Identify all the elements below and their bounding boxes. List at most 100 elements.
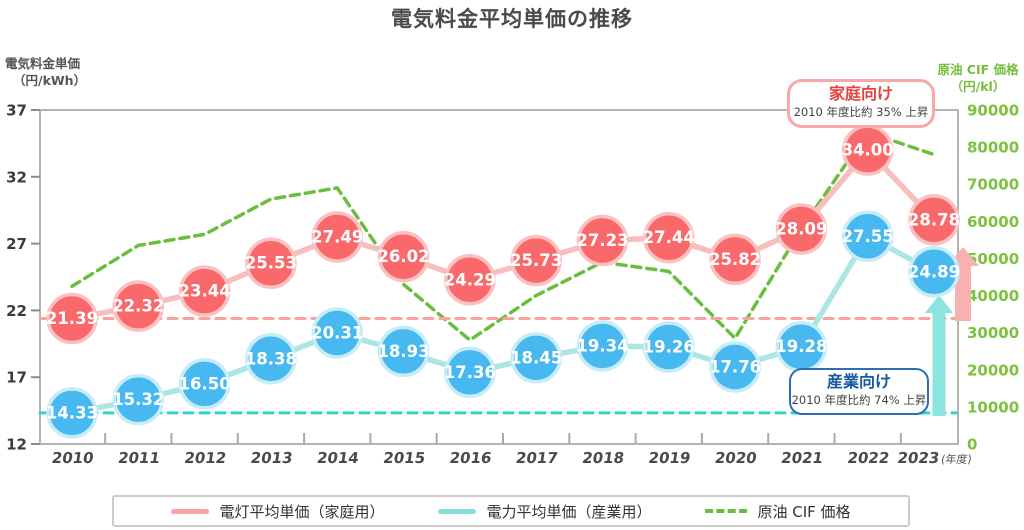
y-left-tick-label: 12 xyxy=(6,436,27,454)
x-axis-year-label: 2011 xyxy=(117,449,161,467)
y-left-tick-label: 17 xyxy=(6,369,27,387)
industry-rise-arrow-icon xyxy=(925,295,953,416)
household-data-label-2015: 26.02 xyxy=(377,247,429,266)
y-left-tick-label: 32 xyxy=(6,168,27,186)
annotation-household: 家庭向け 2010 年度比約 35% 上昇 xyxy=(787,79,935,129)
household-data-point-2017 xyxy=(510,234,562,287)
y-axis-right-unit-line1: 原油 CIF 価格 xyxy=(937,62,1019,77)
y-right-tick-label: 80000 xyxy=(967,139,1019,157)
industry-data-point-2018 xyxy=(576,320,629,372)
household-data-point-2013 xyxy=(245,237,297,289)
industry-data-label-2011: 15.32 xyxy=(112,390,164,409)
industry-data-point-2020 xyxy=(709,341,761,393)
household-data-label-2013: 25.53 xyxy=(245,254,297,273)
household-data-label-2016: 24.29 xyxy=(444,270,496,289)
x-axis-year-label: 2013 xyxy=(249,449,293,467)
legend-label-household: 電灯平均単価（家庭用） xyxy=(219,502,385,521)
x-axis-year-label: 2019 xyxy=(647,449,691,467)
household-data-point-2015 xyxy=(377,230,430,283)
y-right-tick-label: 90000 xyxy=(967,102,1019,120)
household-data-point-2016 xyxy=(444,254,496,306)
y-right-tick-label: 10000 xyxy=(967,398,1019,416)
y-axis-right-unit-line2: （円/kl） xyxy=(950,78,1006,94)
household-data-label-2010: 21.39 xyxy=(46,309,98,328)
chart-legend: 電灯平均単価（家庭用） 電力平均単価（産業用） 原油 CIF 価格 xyxy=(112,495,910,527)
household-data-point-2012 xyxy=(178,265,231,317)
x-axis-year-label: 2018 xyxy=(581,449,625,467)
annotation-industry-subtitle: 2010 年度比約 74% 上昇 xyxy=(791,393,927,408)
annotation-household-subtitle: 2010 年度比約 35% 上昇 xyxy=(793,105,929,120)
household-data-label-2014: 27.49 xyxy=(311,228,363,247)
x-axis-year-label: 2010 xyxy=(51,449,95,467)
industry-data-point-2022 xyxy=(841,210,894,263)
y-axis-left-unit-line1: 電気料金単価 xyxy=(5,56,81,71)
household-data-label-2023: 28.78 xyxy=(908,210,960,229)
industry-data-label-2013: 18.38 xyxy=(245,349,297,368)
page-title: 電気料金平均単価の推移 xyxy=(391,7,633,31)
y-axis-left-unit-label: 電気料金単価 （円/kWh） xyxy=(5,56,86,90)
industry-data-point-2011 xyxy=(112,373,165,426)
household-data-label-2012: 23.44 xyxy=(179,282,231,301)
household-data-point-2023 xyxy=(908,194,960,246)
y-right-tick-label: 70000 xyxy=(967,176,1019,194)
industry-data-label-2019: 19.26 xyxy=(643,338,695,357)
x-axis-year-label: 2015 xyxy=(382,449,426,467)
industry-data-label-2023: 24.89 xyxy=(908,262,960,281)
industry-data-point-2023 xyxy=(908,246,960,298)
y-left-tick-label: 37 xyxy=(6,102,27,120)
legend-item-household: 電灯平均単価（家庭用） xyxy=(171,501,384,522)
industry-data-point-2016 xyxy=(444,346,496,399)
industry-data-label-2015: 18.93 xyxy=(377,342,429,361)
industry-data-point-2019 xyxy=(643,321,695,373)
y-right-tick-label: 50000 xyxy=(967,250,1019,268)
industry-data-label-2016: 17.36 xyxy=(444,363,496,382)
household-data-point-2011 xyxy=(112,280,165,332)
household-data-point-2021 xyxy=(775,203,828,255)
industry-data-point-2014 xyxy=(311,307,363,359)
annotation-industry: 産業向け 2010 年度比約 74% 上昇 xyxy=(789,368,929,416)
x-axis-year-label: 2016 xyxy=(448,449,492,467)
household-data-label-2020: 25.82 xyxy=(709,250,761,269)
industry-data-label-2014: 20.31 xyxy=(311,323,363,342)
x-axis-year-label: 2021 xyxy=(780,449,824,467)
household-line-swatch-icon xyxy=(171,508,210,514)
industry-data-label-2018: 19.34 xyxy=(576,336,628,355)
y-left-tick-label: 27 xyxy=(6,235,27,253)
industry-line-swatch-icon xyxy=(438,508,477,514)
household-data-point-2019 xyxy=(643,211,695,264)
annotation-household-title: 家庭向け xyxy=(828,84,893,103)
industry-data-label-2012: 16.50 xyxy=(179,374,231,393)
crude-oil-dashed-swatch-icon xyxy=(705,509,748,513)
household-data-point-2018 xyxy=(576,214,629,267)
legend-label-crude-oil: 原油 CIF 価格 xyxy=(757,502,851,521)
y-axis-right-unit-label: 原油 CIF 価格 （円/kl） xyxy=(932,62,1024,96)
industry-data-point-2012 xyxy=(178,358,231,410)
household-data-label-2018: 27.23 xyxy=(576,231,628,250)
household-data-label-2019: 27.44 xyxy=(643,228,695,247)
industry-data-label-2022: 27.55 xyxy=(842,227,894,246)
industry-data-label-2021: 19.28 xyxy=(775,337,827,356)
y-right-tick-label: 60000 xyxy=(967,213,1019,231)
household-data-label-2021: 28.09 xyxy=(775,220,827,239)
y-left-tick-label: 22 xyxy=(6,302,27,320)
y-right-tick-label: 40000 xyxy=(967,287,1019,305)
x-axis-year-label: 2017 xyxy=(515,449,559,467)
legend-label-industry: 電力平均単価（産業用） xyxy=(486,502,652,521)
annotation-industry-title: 産業向け xyxy=(826,372,891,391)
household-data-point-2020 xyxy=(709,233,761,286)
y-right-tick-label: 20000 xyxy=(967,361,1019,379)
household-data-label-2017: 25.73 xyxy=(510,251,562,270)
x-axis-year-label: 2020 xyxy=(714,449,758,467)
legend-item-industry: 電力平均単価（産業用） xyxy=(438,501,651,522)
y-axis-left-unit-line2: （円/kWh） xyxy=(13,72,87,88)
industry-data-point-2010 xyxy=(46,387,98,439)
industry-data-label-2020: 17.76 xyxy=(709,358,761,377)
industry-data-point-2013 xyxy=(245,333,297,385)
x-axis-year-label: 2014 xyxy=(316,449,360,467)
industry-data-point-2015 xyxy=(377,325,430,378)
household-data-label-2011: 22.32 xyxy=(112,297,164,316)
y-right-tick-label: 30000 xyxy=(967,324,1019,342)
industry-data-label-2017: 18.45 xyxy=(510,348,562,367)
x-axis-year-label: 2022 xyxy=(846,449,890,467)
legend-item-crude-oil: 原油 CIF 価格 xyxy=(705,501,851,522)
